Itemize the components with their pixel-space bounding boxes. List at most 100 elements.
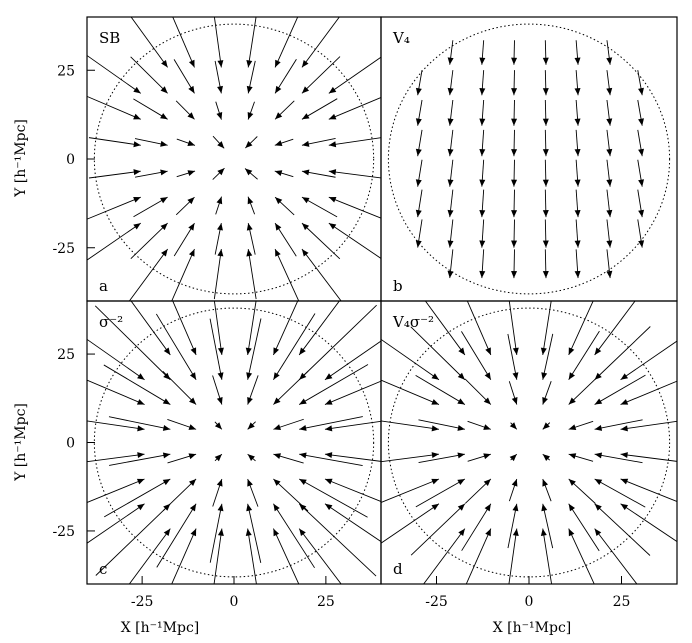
- velocity-vector: [574, 159, 581, 187]
- velocity-vector: [274, 100, 295, 120]
- velocity-vector: [176, 138, 196, 146]
- velocity-vector: [246, 17, 257, 68]
- velocity-vector: [447, 189, 454, 218]
- velocity-vector: [328, 56, 381, 94]
- velocity-vector: [301, 138, 336, 147]
- velocity-vector: [87, 96, 141, 120]
- velocity-vector: [415, 478, 466, 508]
- velocity-vector: [542, 189, 549, 218]
- panel-letter: a: [99, 277, 108, 295]
- velocity-vector: [381, 420, 440, 432]
- velocity-vector: [637, 189, 645, 218]
- velocity-vector: [274, 138, 294, 146]
- velocity-vector: [508, 301, 519, 356]
- y-tick-label: -25: [52, 241, 75, 257]
- velocity-vector: [245, 301, 257, 356]
- velocity-vector: [620, 420, 677, 432]
- velocity-vector: [479, 129, 486, 157]
- velocity-vector: [88, 137, 141, 148]
- velocity-vector: [511, 129, 518, 157]
- velocity-vector: [594, 528, 638, 584]
- velocity-vector: [247, 421, 256, 430]
- y-tick-label: 0: [66, 436, 75, 452]
- velocity-vector: [167, 453, 197, 464]
- velocity-vector: [464, 478, 492, 504]
- velocity-vector: [299, 416, 363, 431]
- velocity-vector: [511, 99, 518, 126]
- velocity-vector: [212, 167, 225, 180]
- velocity-vector: [574, 219, 581, 248]
- velocity-vector: [509, 422, 518, 430]
- velocity-vector: [247, 478, 259, 507]
- velocity-vector: [324, 420, 381, 432]
- velocity-vector: [447, 40, 454, 65]
- velocity-vector: [273, 453, 304, 464]
- velocity-vector: [574, 249, 581, 279]
- velocity-vector: [415, 99, 423, 126]
- velocity-vector: [606, 219, 613, 248]
- velocity-vector: [209, 318, 224, 380]
- y-tick-label: 25: [57, 347, 75, 363]
- velocity-vector: [301, 98, 338, 120]
- panel-c: σ⁻² c -25 0 25 25 0 -25: [52, 300, 382, 610]
- x-tick-label: -25: [131, 594, 154, 610]
- velocity-vector: [247, 375, 259, 405]
- velocity-vector: [87, 196, 141, 220]
- panel-a: SB a 25 0 -25: [52, 16, 382, 302]
- velocity-vector: [410, 503, 466, 556]
- velocity-vector: [542, 422, 551, 430]
- velocity-vector: [447, 249, 454, 279]
- velocity-vector: [298, 503, 377, 577]
- velocity-vector: [328, 196, 381, 219]
- velocity-vector: [620, 503, 677, 543]
- velocity-vector: [213, 17, 224, 68]
- x-tick-label: -25: [425, 594, 448, 610]
- velocity-vector: [594, 478, 646, 508]
- velocity-vector: [328, 137, 381, 148]
- velocity-vector: [214, 223, 223, 255]
- velocity-vector: [410, 326, 466, 381]
- velocity-vector: [301, 17, 340, 68]
- velocity-vector: [511, 70, 518, 96]
- velocity-vector: [247, 196, 256, 215]
- velocity-vector: [245, 136, 258, 149]
- velocity-vector: [542, 478, 552, 502]
- velocity-vector: [381, 478, 440, 503]
- velocity-vector: [568, 528, 595, 584]
- velocity-vector: [212, 478, 223, 507]
- velocity-vector: [381, 503, 440, 544]
- velocity-vector: [542, 70, 549, 96]
- velocity-vector: [620, 380, 677, 405]
- velocity-vector: [87, 222, 142, 261]
- y-tick-label: 0: [66, 152, 75, 168]
- panel-name: σ⁻²: [99, 313, 123, 331]
- velocity-vector: [467, 453, 491, 462]
- velocity-vector: [466, 301, 492, 356]
- velocity-vector: [479, 70, 486, 96]
- velocity-vector: [88, 169, 141, 179]
- velocity-vector: [381, 379, 440, 405]
- velocity-vector: [274, 59, 297, 94]
- velocity-vector: [324, 340, 381, 381]
- velocity-vector: [108, 416, 171, 431]
- velocity-vector: [594, 452, 643, 464]
- velocity-vector: [568, 478, 596, 504]
- velocity-vector: [301, 222, 341, 260]
- velocity-vector: [87, 452, 145, 463]
- velocity-vector: [541, 333, 554, 380]
- velocity-vector: [298, 364, 369, 405]
- survey-boundary-circle: [93, 23, 375, 295]
- velocity-vector: [620, 452, 677, 462]
- velocity-vector: [212, 375, 223, 405]
- velocity-vector: [274, 222, 297, 257]
- velocity-vector: [301, 248, 342, 301]
- vector-field-a: [87, 17, 381, 301]
- velocity-vector: [87, 478, 145, 503]
- velocity-vector: [133, 196, 168, 218]
- velocity-vector: [273, 528, 300, 584]
- velocity-vector: [172, 17, 195, 68]
- velocity-vector: [172, 301, 197, 356]
- velocity-vector: [542, 219, 549, 248]
- velocity-vector: [324, 503, 381, 543]
